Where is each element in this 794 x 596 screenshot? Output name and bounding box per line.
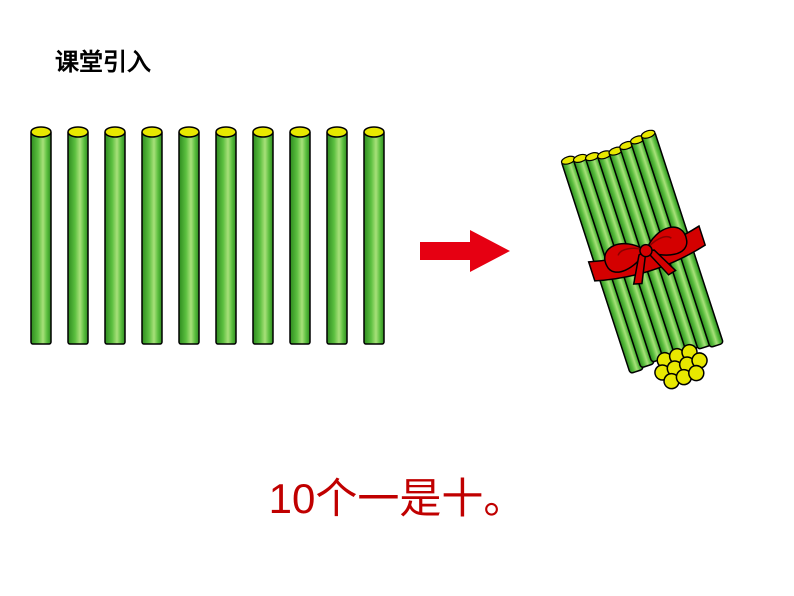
stick-icon — [215, 125, 237, 345]
sticks-row — [30, 125, 385, 345]
stick-icon — [141, 125, 163, 345]
arrow-icon — [420, 230, 510, 277]
stick-icon — [252, 125, 274, 345]
stick-icon — [363, 125, 385, 345]
stick-icon — [289, 125, 311, 345]
stick-icon — [326, 125, 348, 345]
stick-icon — [67, 125, 89, 345]
stick-icon — [30, 125, 52, 345]
bundle-sticks — [540, 108, 760, 423]
stick-icon — [104, 125, 126, 345]
page-title: 课堂引入 — [55, 42, 151, 77]
stick-icon — [178, 125, 200, 345]
caption-text: 10个一是十。 — [0, 465, 794, 526]
